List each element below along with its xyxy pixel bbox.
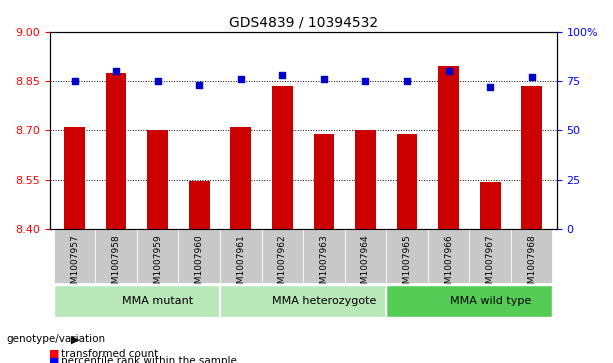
Text: MMA heterozygote: MMA heterozygote: [272, 296, 376, 306]
Text: transformed count: transformed count: [61, 349, 159, 359]
Text: MMA mutant: MMA mutant: [122, 296, 193, 306]
Point: [236, 76, 246, 82]
Text: GSM1007962: GSM1007962: [278, 234, 287, 295]
FancyBboxPatch shape: [386, 285, 552, 317]
Text: GSM1007961: GSM1007961: [236, 234, 245, 295]
Bar: [272, 86, 293, 229]
FancyBboxPatch shape: [386, 229, 428, 283]
Title: GDS4839 / 10394532: GDS4839 / 10394532: [229, 15, 378, 29]
Point: [319, 76, 329, 82]
Bar: [189, 182, 210, 229]
Point: [111, 68, 121, 74]
Text: GSM1007963: GSM1007963: [319, 234, 329, 295]
Text: ▶: ▶: [70, 334, 79, 344]
Point: [360, 78, 370, 84]
Text: GSM1007966: GSM1007966: [444, 234, 453, 295]
Text: GSM1007958: GSM1007958: [112, 234, 121, 295]
Bar: [313, 134, 334, 229]
Point: [278, 72, 287, 78]
FancyBboxPatch shape: [178, 229, 220, 283]
FancyBboxPatch shape: [470, 229, 511, 283]
Bar: [147, 130, 168, 229]
Bar: [480, 182, 501, 229]
Point: [444, 68, 454, 74]
Point: [527, 74, 536, 80]
Text: percentile rank within the sample: percentile rank within the sample: [61, 356, 237, 363]
FancyBboxPatch shape: [95, 229, 137, 283]
FancyBboxPatch shape: [54, 229, 95, 283]
Text: ■: ■: [49, 349, 59, 359]
Bar: [397, 134, 417, 229]
FancyBboxPatch shape: [262, 229, 303, 283]
FancyBboxPatch shape: [137, 229, 178, 283]
Text: GSM1007959: GSM1007959: [153, 234, 162, 295]
Bar: [230, 127, 251, 229]
FancyBboxPatch shape: [428, 229, 470, 283]
FancyBboxPatch shape: [54, 285, 220, 317]
Text: GSM1007957: GSM1007957: [70, 234, 79, 295]
Point: [402, 78, 412, 84]
Bar: [438, 66, 459, 229]
Text: GSM1007967: GSM1007967: [485, 234, 495, 295]
FancyBboxPatch shape: [345, 229, 386, 283]
Bar: [355, 130, 376, 229]
Text: ■: ■: [49, 356, 59, 363]
Text: GSM1007968: GSM1007968: [527, 234, 536, 295]
FancyBboxPatch shape: [511, 229, 552, 283]
Point: [153, 78, 162, 84]
Text: GSM1007965: GSM1007965: [403, 234, 411, 295]
FancyBboxPatch shape: [220, 229, 262, 283]
Point: [70, 78, 80, 84]
Text: GSM1007964: GSM1007964: [361, 234, 370, 295]
Point: [485, 84, 495, 90]
Bar: [105, 73, 126, 229]
Text: MMA wild type: MMA wild type: [449, 296, 531, 306]
Text: genotype/variation: genotype/variation: [6, 334, 105, 344]
Bar: [521, 86, 542, 229]
Text: GSM1007960: GSM1007960: [195, 234, 204, 295]
Point: [194, 82, 204, 88]
FancyBboxPatch shape: [220, 285, 386, 317]
Bar: [64, 127, 85, 229]
FancyBboxPatch shape: [303, 229, 345, 283]
